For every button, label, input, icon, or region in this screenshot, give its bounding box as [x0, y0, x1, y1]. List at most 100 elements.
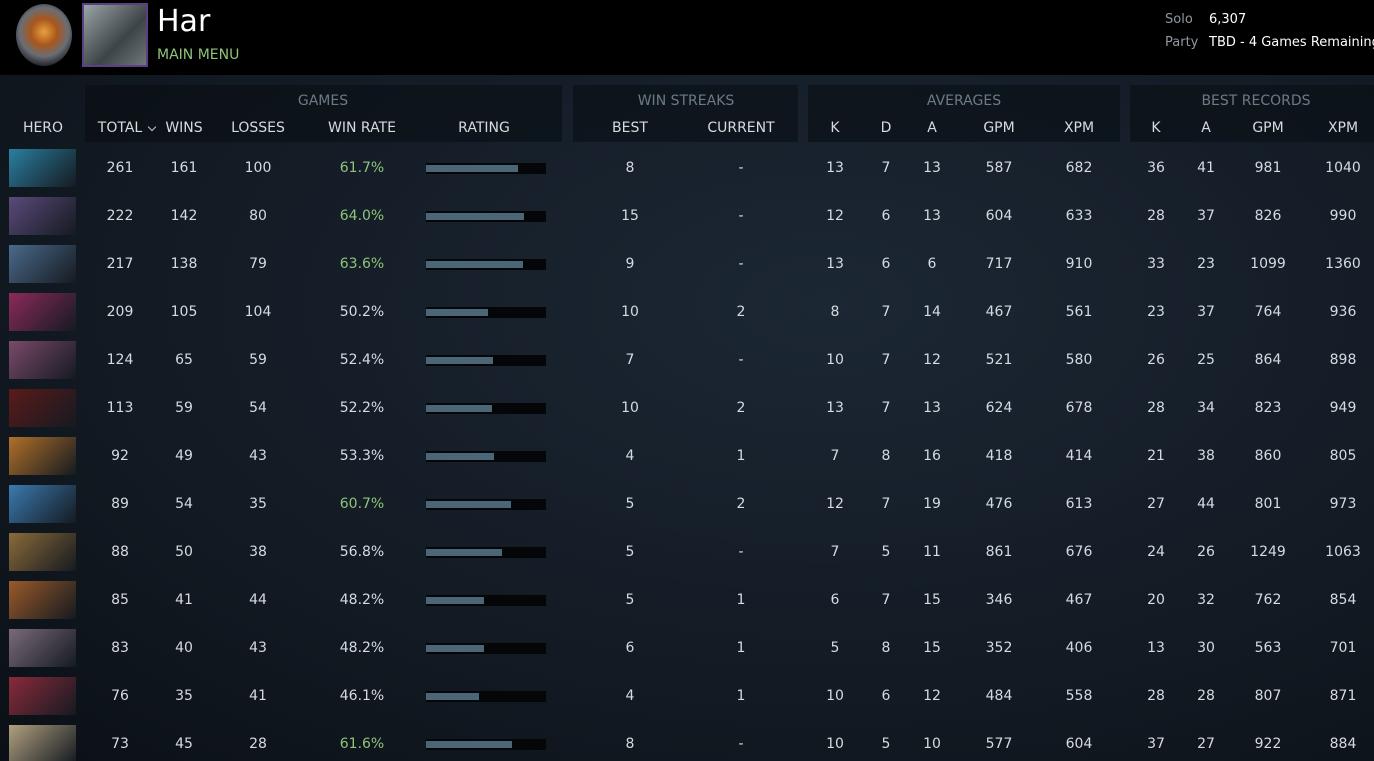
- column-header[interactable]: D: [880, 120, 892, 136]
- cell: 2: [736, 304, 746, 320]
- cell: 13: [826, 400, 844, 416]
- cell: 624: [985, 400, 1013, 416]
- cell: 14: [923, 304, 941, 320]
- hero-portrait[interactable]: [9, 149, 76, 187]
- cell: 92: [111, 448, 129, 464]
- cell: 38: [1197, 448, 1215, 464]
- column-header[interactable]: CURRENT: [707, 120, 775, 136]
- hero-portrait[interactable]: [9, 293, 76, 331]
- main-menu-link[interactable]: MAIN MENU: [157, 47, 240, 63]
- column-header[interactable]: XPM: [1063, 120, 1095, 136]
- hero-portrait[interactable]: [9, 245, 76, 283]
- cell: 973: [1329, 496, 1357, 512]
- cell: 27: [1197, 736, 1215, 752]
- column-header[interactable]: GPM: [983, 120, 1015, 136]
- cell: 73: [111, 736, 129, 752]
- cell: -: [738, 256, 744, 272]
- cell: 13: [923, 160, 941, 176]
- cell: 2: [736, 400, 746, 416]
- group-header: GAMES: [297, 93, 349, 109]
- hero-portrait[interactable]: [9, 437, 76, 475]
- cell: 124: [106, 352, 134, 368]
- cell: 898: [1329, 352, 1357, 368]
- rating-track: [426, 595, 546, 606]
- column-header[interactable]: K: [1151, 120, 1161, 136]
- records-panel: [1130, 85, 1374, 142]
- hero-portrait[interactable]: [9, 389, 76, 427]
- cell: 678: [1065, 400, 1093, 416]
- cell: 43: [249, 640, 267, 656]
- cell: 805: [1329, 448, 1357, 464]
- hero-portrait[interactable]: [9, 197, 76, 235]
- rating-bar: [426, 165, 519, 172]
- cell: 5: [625, 544, 635, 560]
- cell: 222: [106, 208, 134, 224]
- column-header[interactable]: BEST: [612, 120, 648, 136]
- cell: 1: [736, 448, 746, 464]
- rating-bar: [426, 357, 494, 364]
- hero-portrait[interactable]: [9, 677, 76, 715]
- column-header[interactable]: K: [830, 120, 840, 136]
- column-header[interactable]: TOTAL: [97, 120, 143, 136]
- hero-portrait[interactable]: [9, 629, 76, 667]
- cell: 26: [1197, 544, 1215, 560]
- cell: 762: [1254, 592, 1282, 608]
- cell: 476: [985, 496, 1013, 512]
- hero-portrait[interactable]: [9, 533, 76, 571]
- cell: 990: [1329, 208, 1357, 224]
- cell: 41: [175, 592, 193, 608]
- cell: 44: [249, 592, 267, 608]
- cell: 15: [923, 640, 941, 656]
- cell: -: [738, 352, 744, 368]
- party-label: Party: [1165, 35, 1199, 50]
- cell: 467: [1065, 592, 1093, 608]
- rank-medal: [16, 4, 72, 66]
- cell: 53.3%: [339, 448, 385, 464]
- column-header[interactable]: XPM: [1327, 120, 1359, 136]
- cell: 6: [830, 592, 840, 608]
- cell: 4: [625, 688, 635, 704]
- cell: 604: [1065, 736, 1093, 752]
- cell: 8: [881, 640, 891, 656]
- rating-track: [426, 643, 546, 654]
- cell: 8: [830, 304, 840, 320]
- rating-bar: [426, 309, 489, 316]
- hero-portrait[interactable]: [9, 485, 76, 523]
- cell: 15: [621, 208, 639, 224]
- hero-portrait[interactable]: [9, 341, 76, 379]
- cell: 40: [175, 640, 193, 656]
- hero-portrait[interactable]: [9, 581, 76, 619]
- column-header[interactable]: A: [1201, 120, 1211, 136]
- cell: 21: [1147, 448, 1165, 464]
- cell: 15: [923, 592, 941, 608]
- column-header[interactable]: WINS: [165, 120, 203, 136]
- cell: 682: [1065, 160, 1093, 176]
- cell: 7: [881, 400, 891, 416]
- cell: 1040: [1325, 160, 1361, 176]
- cell: 981: [1254, 160, 1282, 176]
- group-header: AVERAGES: [926, 93, 1002, 109]
- cell: 5: [881, 736, 891, 752]
- cell: 7: [830, 544, 840, 560]
- cell: 613: [1065, 496, 1093, 512]
- cell: 10: [826, 352, 844, 368]
- cell: 37: [1197, 304, 1215, 320]
- cell: 46.1%: [339, 688, 385, 704]
- streaks-panel: [573, 85, 798, 142]
- cell: 936: [1329, 304, 1357, 320]
- cell: 467: [985, 304, 1013, 320]
- cell: 27: [1147, 496, 1165, 512]
- cell: 20: [1147, 592, 1165, 608]
- cell: 83: [111, 640, 129, 656]
- hero-portrait[interactable]: [9, 725, 76, 761]
- cell: 717: [985, 256, 1013, 272]
- column-header[interactable]: A: [927, 120, 937, 136]
- column-header[interactable]: GPM: [1252, 120, 1284, 136]
- cell: 19: [923, 496, 941, 512]
- cell: 28: [1147, 208, 1165, 224]
- cell: 89: [111, 496, 129, 512]
- cell: 10: [826, 736, 844, 752]
- column-header[interactable]: LOSSES: [231, 120, 285, 136]
- cell: 414: [1065, 448, 1093, 464]
- column-header[interactable]: WIN RATE: [328, 120, 396, 136]
